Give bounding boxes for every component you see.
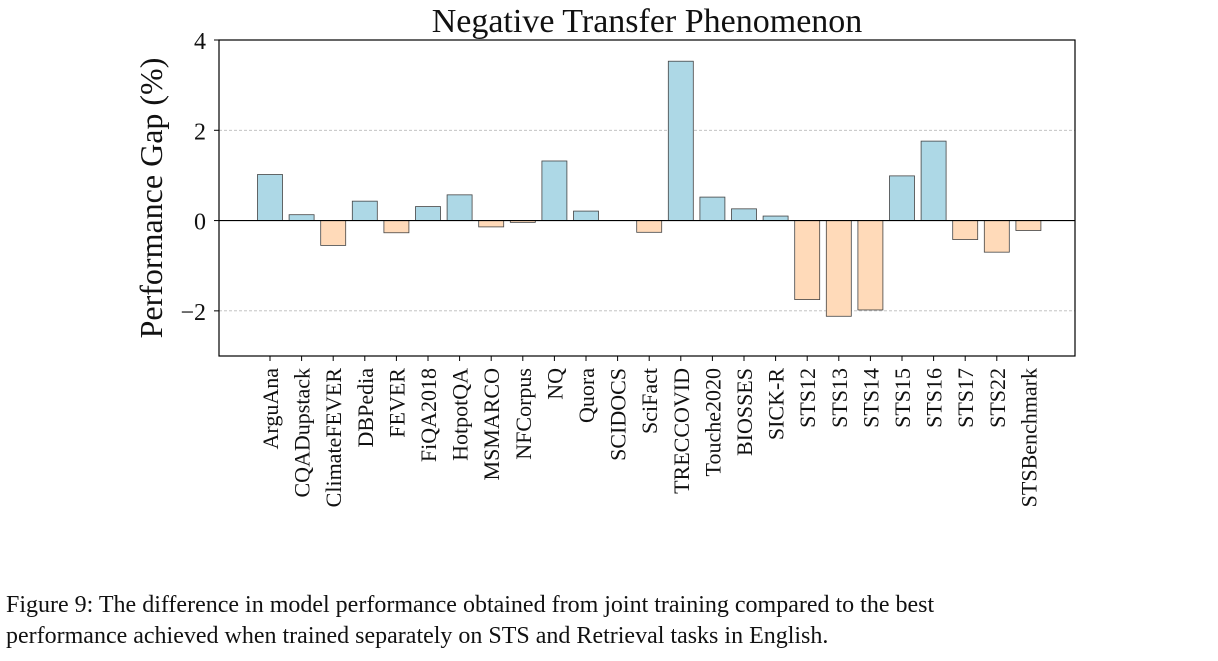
x-tick-label: SciFact <box>637 368 662 434</box>
bar-sts17 <box>952 220 979 240</box>
y-axis-ticks: 4 2 0 −2 <box>180 29 219 326</box>
x-tick-label: STS13 <box>827 368 852 428</box>
caption-line-2: performance achieved when trained separa… <box>6 623 829 649</box>
bar-sts12 <box>794 220 821 300</box>
bar-treccovid <box>667 60 694 221</box>
x-tick-label: Touche2020 <box>700 368 725 476</box>
bar-quora <box>573 210 599 221</box>
bar-nq <box>541 160 568 221</box>
y-tick-label: 4 <box>194 29 206 55</box>
bar-fever <box>383 220 410 234</box>
x-tick-label: STS17 <box>953 368 978 428</box>
x-tick-label: STS16 <box>922 368 947 428</box>
y-tick-label: 0 <box>194 210 206 236</box>
bar-climatefever <box>320 220 347 246</box>
x-tick-label: FiQA2018 <box>416 368 441 462</box>
x-axis-ticks: ArguAna CQADupstack ClimateFEVER DBPedia FEV… <box>258 356 1041 507</box>
y-tick-label: −2 <box>180 300 206 326</box>
chart-title: Negative Transfer Phenomenon <box>432 3 863 40</box>
bar-stsbenchmark <box>1015 220 1042 231</box>
bar-dbpedia <box>351 200 378 221</box>
y-tick-label: 2 <box>194 119 206 145</box>
bars <box>257 60 1042 317</box>
x-tick-label: CQADupstack <box>290 368 315 498</box>
x-tick-label: SICK-R <box>764 368 789 440</box>
bar-msmarco <box>478 220 505 228</box>
bar-sts14 <box>857 220 884 311</box>
bar-sts15 <box>889 175 915 221</box>
x-tick-label: NFCorpus <box>511 368 536 460</box>
bar-sts22 <box>983 220 1010 253</box>
x-tick-label: BIOSSES <box>732 368 757 456</box>
bar-sick-r <box>762 215 789 221</box>
y-axis-label: Performance Gap (%) <box>133 58 169 339</box>
gridlines <box>219 129 1075 312</box>
x-tick-label: DBPedia <box>353 368 378 448</box>
x-tick-label: Quora <box>574 368 599 423</box>
x-tick-label: FEVER <box>384 368 409 438</box>
bar-sts16 <box>920 140 947 221</box>
x-tick-label: MSMARCO <box>479 368 504 480</box>
x-tick-label: ArguAna <box>258 368 283 450</box>
bar-cqadupstack <box>288 214 315 221</box>
plot-frame <box>218 39 1076 357</box>
x-tick-label: STS14 <box>858 368 883 428</box>
x-tick-label: NQ <box>542 368 567 400</box>
bar-arguana <box>257 174 283 221</box>
x-tick-label: STSBenchmark <box>1016 368 1041 507</box>
bar-chart: Negative Transfer Phenomenon Performance… <box>133 3 1076 507</box>
x-tick-label: ClimateFEVER <box>321 368 346 508</box>
bar-biosses <box>731 208 757 221</box>
x-tick-label: SCIDOCS <box>606 368 631 461</box>
bar-scifact <box>636 220 663 233</box>
x-tick-label: STS22 <box>985 368 1010 428</box>
x-tick-label: HotpotQA <box>448 368 473 461</box>
figure-caption: Figure 9: The difference in model perfor… <box>6 590 1216 652</box>
caption-line-1: Figure 9: The difference in model perfor… <box>6 592 935 618</box>
x-tick-label: STS12 <box>795 368 820 428</box>
bar-fiqa2018 <box>415 206 441 221</box>
x-tick-label: STS15 <box>890 368 915 428</box>
bar-touche2020 <box>699 196 726 221</box>
bar-hotpotqa <box>446 194 473 221</box>
x-tick-label: TRECCOVID <box>669 368 694 494</box>
bar-sts13 <box>825 220 852 317</box>
